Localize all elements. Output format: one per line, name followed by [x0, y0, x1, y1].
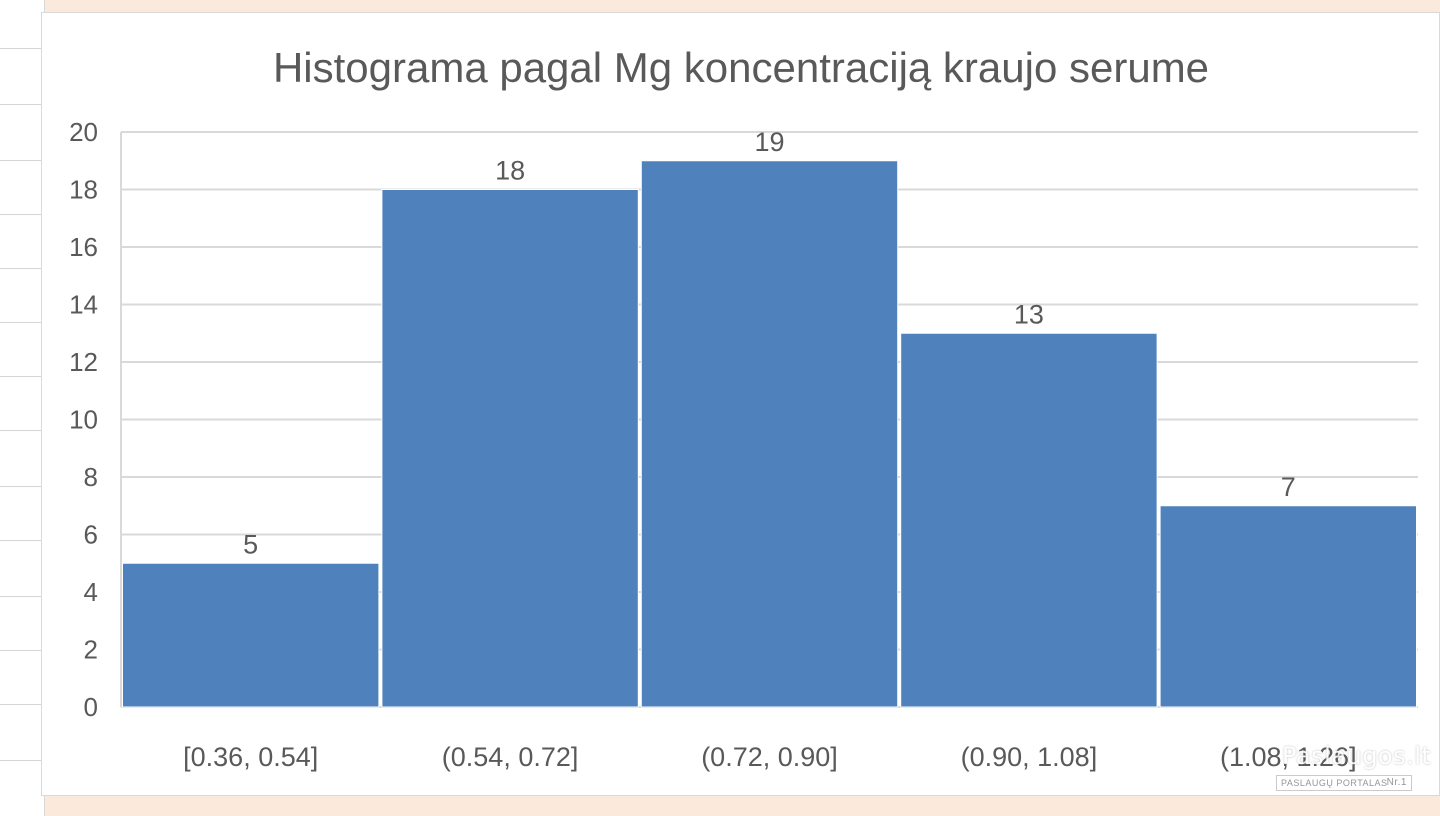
bar-data-label: 19	[754, 127, 784, 157]
y-tick-label: 16	[69, 232, 98, 262]
y-axis-ticks: 0 2 4 6 8 10 12 14 16 18 20	[69, 117, 98, 722]
row-divider	[0, 322, 44, 323]
y-tick-label: 10	[69, 405, 98, 435]
chart-title: Histograma pagal Mg koncentraciją kraujo…	[273, 44, 1209, 91]
bar-data-label: 13	[1014, 299, 1044, 329]
y-tick-label: 6	[84, 520, 98, 550]
bar-data-label: 7	[1281, 472, 1296, 502]
row-divider	[0, 376, 44, 377]
bar-data-label: 18	[495, 156, 525, 186]
row-divider	[0, 160, 44, 161]
row-divider	[0, 268, 44, 269]
y-tick-label: 2	[84, 635, 98, 665]
row-divider	[0, 104, 44, 105]
y-tick-label: 18	[69, 175, 98, 205]
histogram-bar[interactable]	[381, 189, 639, 708]
watermark-subtitle-text: PASLAUGŲ PORTALAS	[1281, 778, 1388, 788]
bars	[122, 160, 1417, 708]
watermark-brand: Paslaugos.lt	[1282, 742, 1432, 770]
row-divider	[0, 760, 44, 761]
row-divider	[0, 650, 44, 651]
x-axis-ticks: [0.36, 0.54] (0.54, 0.72] (0.72, 0.90] (0.9…	[183, 742, 1356, 772]
bar-data-label: 5	[243, 529, 258, 559]
histogram-bar[interactable]	[1159, 505, 1417, 708]
x-tick-label: (0.54, 0.72]	[442, 742, 579, 772]
row-divider	[0, 596, 44, 597]
x-tick-label: (0.72, 0.90]	[701, 742, 838, 772]
y-tick-label: 14	[69, 290, 98, 320]
row-divider	[0, 540, 44, 541]
x-tick-label: (0.90, 1.08]	[961, 742, 1098, 772]
watermark-logo: Paslaugos.lt PASLAUGŲ PORTALAS Nr.1	[1276, 742, 1431, 794]
watermark-badge: Nr.1	[1386, 777, 1407, 788]
y-tick-label: 4	[84, 577, 98, 607]
y-tick-label: 12	[69, 347, 98, 377]
row-divider	[0, 704, 44, 705]
histogram-bar[interactable]	[900, 332, 1158, 708]
row-divider	[0, 214, 44, 215]
x-tick-label: (1.08, 1.26]	[1220, 742, 1357, 772]
y-tick-label: 20	[69, 117, 98, 147]
row-divider	[0, 430, 44, 431]
histogram-bar[interactable]	[122, 562, 380, 708]
histogram-bar[interactable]	[640, 160, 899, 708]
row-divider	[0, 48, 44, 49]
watermark-subtitle: PASLAUGŲ PORTALAS Nr.1	[1276, 775, 1412, 791]
x-tick-label: [0.36, 0.54]	[183, 742, 318, 772]
row-divider	[0, 486, 44, 487]
data-labels: 5 18 19 13 7	[243, 127, 1296, 560]
row-header-strip	[0, 0, 45, 816]
y-tick-label: 8	[84, 462, 98, 492]
y-tick-label: 0	[84, 692, 98, 722]
